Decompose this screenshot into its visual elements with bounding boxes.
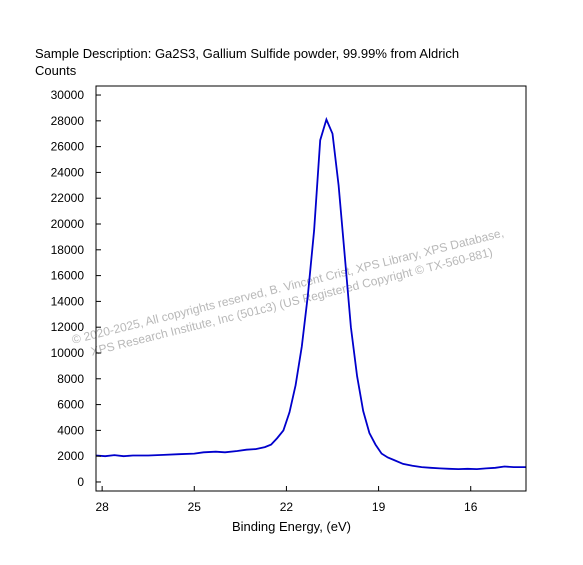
watermark-line-1: © 2020-2025, All copyrights reserved, B.… [70, 226, 505, 347]
chart-title: Sample Description: Ga2S3, Gallium Sulfi… [35, 46, 460, 61]
y-axis: 0 2000 4000 6000 8000 10000 12000 14000 16000 180… [51, 88, 101, 489]
x-tick-label: 19 [372, 500, 386, 514]
y-tick-label: 6000 [57, 398, 84, 412]
watermark-line-2: XPS Research Institute, Inc (501c3) (US … [89, 245, 494, 359]
y-tick-label: 2000 [57, 449, 84, 463]
y-tick-label: 30000 [51, 88, 85, 102]
y-tick-label: 4000 [57, 423, 84, 437]
x-axis-label: Binding Energy, (eV) [232, 519, 351, 534]
plot-frame [95, 85, 527, 492]
x-tick-label: 22 [280, 500, 294, 514]
y-tick-label: 28000 [51, 114, 85, 128]
series-line [95, 116, 526, 471]
y-tick-label: 20000 [51, 217, 85, 231]
y-axis-label: Counts [35, 63, 77, 78]
y-tick-label: 24000 [51, 165, 85, 179]
y-tick-label: 12000 [51, 320, 85, 334]
copyright-watermark: © 2020-2025, All copyrights reserved, B.… [70, 226, 505, 359]
y-tick-label: 18000 [51, 243, 85, 257]
x-tick-label: 16 [464, 500, 478, 514]
x-axis: 28 25 22 19 16 [95, 486, 478, 514]
y-tick-label: 22000 [51, 191, 85, 205]
y-tick-label: 8000 [57, 372, 84, 386]
y-tick-label: 16000 [51, 269, 85, 283]
x-tick-label: 28 [95, 500, 109, 514]
x-tick-label: 25 [188, 500, 202, 514]
y-tick-label: 26000 [51, 140, 85, 154]
y-tick-label: 14000 [51, 294, 85, 308]
y-tick-label: 10000 [51, 346, 85, 360]
y-tick-label: 0 [77, 475, 84, 489]
